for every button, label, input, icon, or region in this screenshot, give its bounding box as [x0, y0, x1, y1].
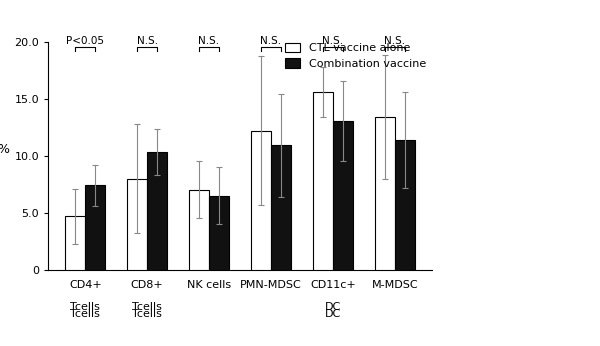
Bar [271, 145, 291, 270]
Text: P<0.05: P<0.05 [66, 36, 104, 46]
Bar [313, 92, 333, 270]
Text: Tcells: Tcells [132, 302, 162, 312]
Bar [333, 121, 353, 270]
Text: DC: DC [325, 309, 341, 319]
Bar [85, 185, 105, 270]
Bar [209, 196, 229, 270]
Bar [375, 117, 395, 270]
Bar [147, 152, 167, 270]
Text: N.S.: N.S. [137, 36, 158, 46]
Legend: CTL vaccine alone, Combination vaccine: CTL vaccine alone, Combination vaccine [285, 43, 427, 69]
Text: DC: DC [325, 302, 341, 312]
Text: N.S.: N.S. [322, 36, 343, 46]
Text: N.S.: N.S. [384, 36, 406, 46]
Text: N.S.: N.S. [260, 36, 281, 46]
Bar [395, 140, 415, 270]
Text: N.S.: N.S. [199, 36, 220, 46]
Bar [65, 216, 85, 270]
Bar [189, 190, 209, 270]
Text: Tcells: Tcells [70, 302, 100, 312]
Bar [251, 130, 271, 270]
Y-axis label: %: % [0, 143, 9, 156]
Text: Tcells: Tcells [132, 309, 162, 319]
Bar [127, 179, 147, 270]
Text: Tcells: Tcells [70, 309, 100, 319]
